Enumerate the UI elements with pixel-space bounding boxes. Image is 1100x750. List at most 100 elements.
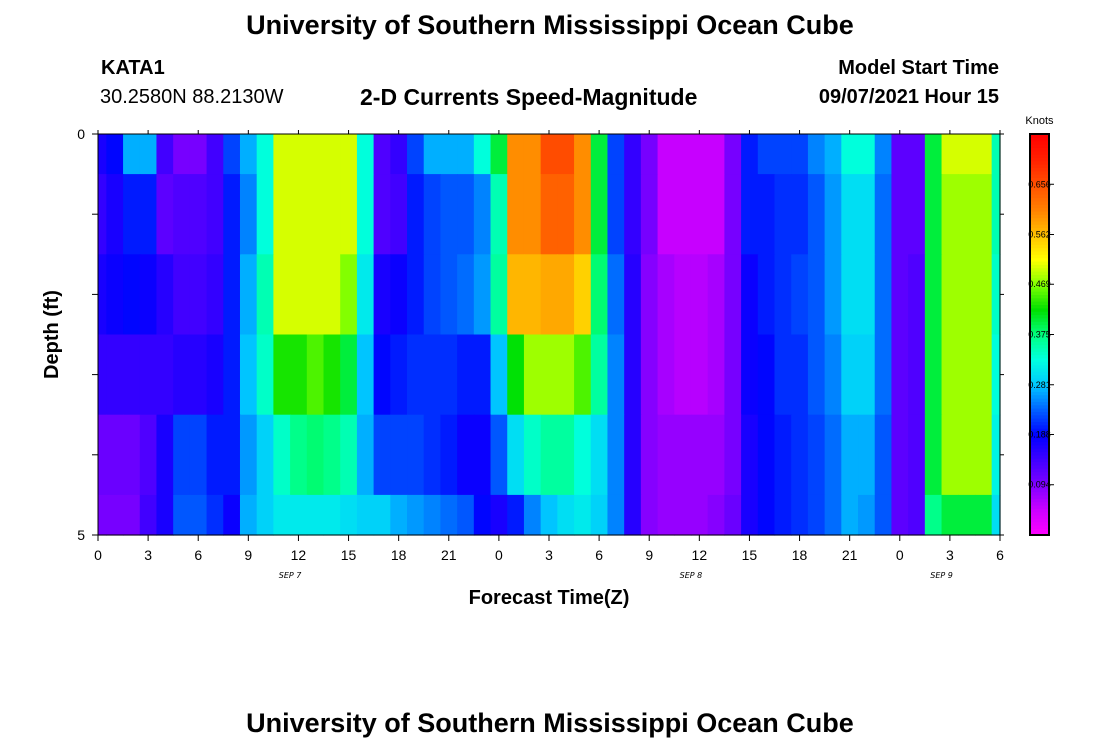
heatmap-cell bbox=[824, 334, 842, 416]
x-tick-label: 9 bbox=[244, 547, 252, 563]
heatmap-cell bbox=[340, 134, 358, 175]
colorbar-segment bbox=[1030, 481, 1049, 486]
heatmap-cell bbox=[774, 414, 792, 496]
heatmap-cell bbox=[323, 254, 341, 336]
heatmap-cell bbox=[223, 254, 241, 336]
heatmap-cell bbox=[306, 334, 325, 416]
colorbar-segment bbox=[1030, 504, 1049, 509]
heatmap-cell bbox=[690, 414, 709, 496]
heatmap-cell bbox=[741, 254, 759, 336]
heatmap-cell bbox=[423, 174, 442, 255]
colorbar-segment bbox=[1030, 144, 1049, 148]
heatmap-cell bbox=[189, 254, 208, 336]
heatmap-cell bbox=[774, 174, 792, 255]
x-tick-label: 21 bbox=[842, 547, 858, 563]
colorbar-segment bbox=[1030, 301, 1049, 306]
heatmap-cell bbox=[490, 174, 508, 255]
colorbar-segment bbox=[1030, 184, 1049, 189]
colorbar-tick-label: 0.281 bbox=[1028, 380, 1051, 390]
heatmap-cell bbox=[139, 494, 158, 536]
heatmap-cell bbox=[256, 334, 274, 416]
colorbar-segment bbox=[1030, 418, 1049, 422]
heatmap-cell bbox=[490, 494, 508, 536]
heatmap-cell bbox=[490, 134, 508, 175]
heatmap-cell bbox=[239, 494, 258, 536]
heatmap-cell bbox=[624, 334, 642, 416]
colorbar-segment bbox=[1030, 257, 1049, 262]
colorbar-segment bbox=[1030, 488, 1049, 493]
heatmap-cell bbox=[457, 134, 475, 175]
heatmap-cell bbox=[958, 174, 976, 255]
heatmap-cell bbox=[941, 414, 959, 496]
heatmap-cell bbox=[941, 134, 959, 175]
heatmap-cell bbox=[807, 414, 826, 496]
heatmap-cell bbox=[156, 254, 174, 336]
colorbar-segment bbox=[1030, 361, 1049, 366]
heatmap-cell bbox=[98, 254, 107, 336]
heatmap-cell bbox=[858, 414, 876, 496]
heatmap-cell bbox=[824, 414, 842, 496]
heatmap-cell bbox=[557, 254, 575, 336]
colorbar-segment bbox=[1030, 240, 1049, 245]
colorbar-segment bbox=[1030, 531, 1049, 536]
colorbar-segment bbox=[1030, 451, 1049, 456]
heatmap-cell bbox=[707, 334, 725, 416]
heatmap-cell bbox=[791, 414, 809, 496]
colorbar-segment bbox=[1030, 190, 1049, 195]
colorbar-segment bbox=[1030, 514, 1049, 519]
colorbar-segment bbox=[1030, 424, 1049, 429]
colorbar-segment bbox=[1030, 438, 1049, 443]
heatmap-cell bbox=[340, 494, 358, 536]
heatmap-cell bbox=[874, 414, 893, 496]
heatmap-cell bbox=[540, 494, 558, 536]
heatmap-cell bbox=[891, 254, 909, 336]
heatmap-cell bbox=[373, 494, 391, 536]
colorbar-segment bbox=[1030, 511, 1049, 516]
heatmap-cell bbox=[123, 494, 141, 536]
heatmap-cell bbox=[173, 134, 191, 175]
colorbar-segment bbox=[1030, 404, 1049, 409]
heatmap-cell bbox=[189, 134, 208, 175]
chart-subtitle: 2-D Currents Speed-Magnitude bbox=[360, 84, 698, 110]
colorbar-segment bbox=[1030, 347, 1049, 352]
heatmap-cell bbox=[908, 334, 926, 416]
x-tick-label: 6 bbox=[595, 547, 603, 563]
heatmap-cell bbox=[741, 134, 759, 175]
colorbar-segment bbox=[1030, 411, 1049, 416]
heatmap-cell bbox=[239, 174, 258, 255]
colorbar-tick-label: 0.656 bbox=[1028, 179, 1051, 189]
heatmap-cell bbox=[707, 254, 725, 336]
heatmap-cell bbox=[824, 134, 842, 175]
heatmap-cell bbox=[173, 174, 191, 255]
heatmap-cell bbox=[490, 254, 508, 336]
heatmap-cell bbox=[98, 134, 107, 175]
heatmap-cell bbox=[724, 134, 742, 175]
heatmap-cell bbox=[657, 254, 675, 336]
colorbar-segment bbox=[1030, 271, 1049, 275]
heatmap-cell bbox=[156, 174, 174, 255]
heatmap-cell bbox=[273, 414, 291, 496]
heatmap-cell bbox=[223, 334, 241, 416]
heatmap-cell bbox=[440, 134, 458, 175]
heatmap-cell bbox=[373, 134, 391, 175]
heatmap-cell bbox=[98, 174, 107, 255]
heatmap-cell bbox=[173, 494, 191, 536]
x-tick-label: 0 bbox=[495, 547, 503, 563]
heatmap-cell bbox=[473, 414, 492, 496]
heatmap-cell bbox=[908, 254, 926, 336]
heatmap-cell bbox=[607, 494, 625, 536]
heatmap-cell bbox=[473, 134, 492, 175]
colorbar-segment bbox=[1030, 357, 1049, 362]
heatmap-cell bbox=[106, 254, 124, 336]
colorbar-segment bbox=[1030, 334, 1049, 339]
heatmap-cell bbox=[390, 414, 408, 496]
heatmap-cell bbox=[407, 174, 425, 255]
heatmap-cell bbox=[891, 174, 909, 255]
station-coordinates: 30.2580N 88.2130W bbox=[100, 86, 284, 108]
heatmap-cell bbox=[757, 334, 776, 416]
station-id: KATA1 bbox=[101, 57, 165, 79]
colorbar-segment bbox=[1030, 351, 1049, 356]
heatmap-cell bbox=[657, 494, 675, 536]
colorbar-segment bbox=[1030, 428, 1049, 433]
